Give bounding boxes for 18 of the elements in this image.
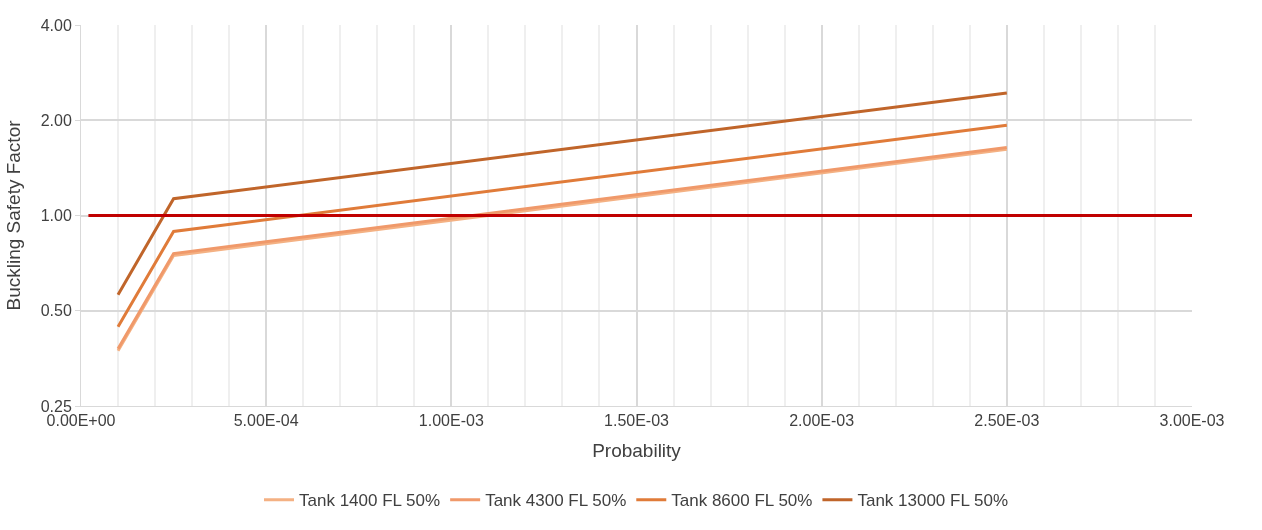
y-tick-label: 2.00 xyxy=(40,111,72,129)
x-tick-label: 2.00E-03 xyxy=(789,412,855,430)
x-tick-label: 5.00E-04 xyxy=(233,412,299,430)
x-tick-label: 2.50E-03 xyxy=(974,412,1040,430)
x-axis-title: Probability xyxy=(592,440,682,461)
legend-label: Tank 8600 FL 50% xyxy=(671,491,813,511)
x-tick-label: 3.00E-03 xyxy=(1159,412,1225,430)
x-tick-label: 1.50E-03 xyxy=(604,412,670,430)
x-tick-label: 1.00E-03 xyxy=(418,412,484,430)
y-tick-label: 0.25 xyxy=(40,397,72,415)
y-tick-label: 1.00 xyxy=(40,207,72,225)
legend-label: Tank 13000 FL 50% xyxy=(857,491,1009,511)
legend-label: Tank 1400 FL 50% xyxy=(299,491,441,511)
y-axis-title: Buckling Safety Factor xyxy=(2,119,24,311)
legend-label: Tank 4300 FL 50% xyxy=(485,491,627,511)
y-tick-label: 0.50 xyxy=(40,302,72,320)
y-tick-label: 4.00 xyxy=(40,16,72,34)
x-tick-label: 0.00E+00 xyxy=(46,412,116,430)
